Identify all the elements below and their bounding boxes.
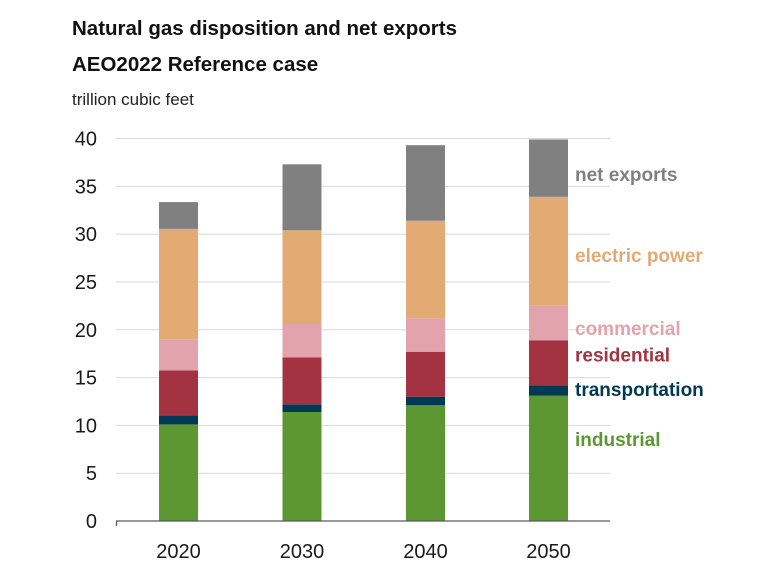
bar-segment-electric-power xyxy=(406,220,445,319)
bar-segment-electric-power xyxy=(529,196,568,306)
bar-segment-industrial xyxy=(406,405,445,521)
bar-segment-net-exports xyxy=(529,139,568,197)
y-tick-label: 0 xyxy=(86,511,97,533)
x-axis: 2020 2030 2040 2050 xyxy=(115,520,610,563)
y-tick-label: 25 xyxy=(75,272,97,294)
bar-segment-net-exports xyxy=(159,202,198,229)
bar-segment-transportation xyxy=(159,415,198,425)
bar-segment-residential xyxy=(282,357,322,405)
y-tick-label: 10 xyxy=(75,415,97,437)
bar-stack-2020 xyxy=(159,202,198,521)
bar-stack-2040 xyxy=(406,145,445,521)
bar-stack-2050 xyxy=(529,139,568,521)
bar-segment-industrial xyxy=(159,424,198,521)
y-tick-label: 20 xyxy=(75,320,97,342)
gridlines xyxy=(116,138,610,474)
series-label-transportation: transportation xyxy=(575,380,704,401)
y-tick-label: 30 xyxy=(75,224,97,246)
bar-segment-net-exports xyxy=(282,164,322,231)
chart-subtitle: AEO2022 Reference case xyxy=(72,53,319,76)
y-axis-ticks: 0 5 10 15 20 25 30 35 40 xyxy=(75,129,97,534)
series-label-net-exports: net exports xyxy=(575,165,677,186)
series-label-industrial: industrial xyxy=(575,430,661,451)
bar-segment-commercial xyxy=(406,318,445,352)
chart-title: Natural gas disposition and net exports xyxy=(72,17,458,40)
series-label-residential: residential xyxy=(575,346,670,367)
y-tick-label: 40 xyxy=(75,129,97,151)
y-axis-units-label: trillion cubic feet xyxy=(72,90,194,109)
x-tick-label: 2040 xyxy=(403,541,448,563)
bar-segment-residential xyxy=(406,351,445,397)
bars xyxy=(159,139,568,521)
x-tick-label: 2020 xyxy=(156,541,201,563)
y-tick-label: 15 xyxy=(75,368,97,390)
series-labels: industrial transportation residential comme… xyxy=(575,165,704,451)
bar-stack-2030 xyxy=(282,164,322,521)
bar-segment-commercial xyxy=(282,324,322,358)
bar-segment-transportation xyxy=(282,404,322,412)
bar-segment-net-exports xyxy=(406,145,445,221)
series-label-electric-power: electric power xyxy=(575,246,703,267)
bar-segment-commercial xyxy=(529,305,568,341)
y-tick-label: 35 xyxy=(75,176,97,198)
bar-segment-industrial xyxy=(529,395,568,521)
series-label-commercial: commercial xyxy=(575,319,681,340)
bar-segment-industrial xyxy=(282,411,322,521)
bar-segment-transportation xyxy=(529,385,568,396)
bar-segment-electric-power xyxy=(282,230,322,325)
x-tick-label: 2030 xyxy=(280,541,325,563)
bar-segment-residential xyxy=(529,340,568,386)
bar-segment-residential xyxy=(159,370,198,416)
bar-segment-transportation xyxy=(406,396,445,406)
x-tick-label: 2050 xyxy=(526,541,571,563)
bar-segment-electric-power xyxy=(159,228,198,340)
y-tick-label: 5 xyxy=(86,463,97,485)
bar-segment-commercial xyxy=(159,339,198,371)
